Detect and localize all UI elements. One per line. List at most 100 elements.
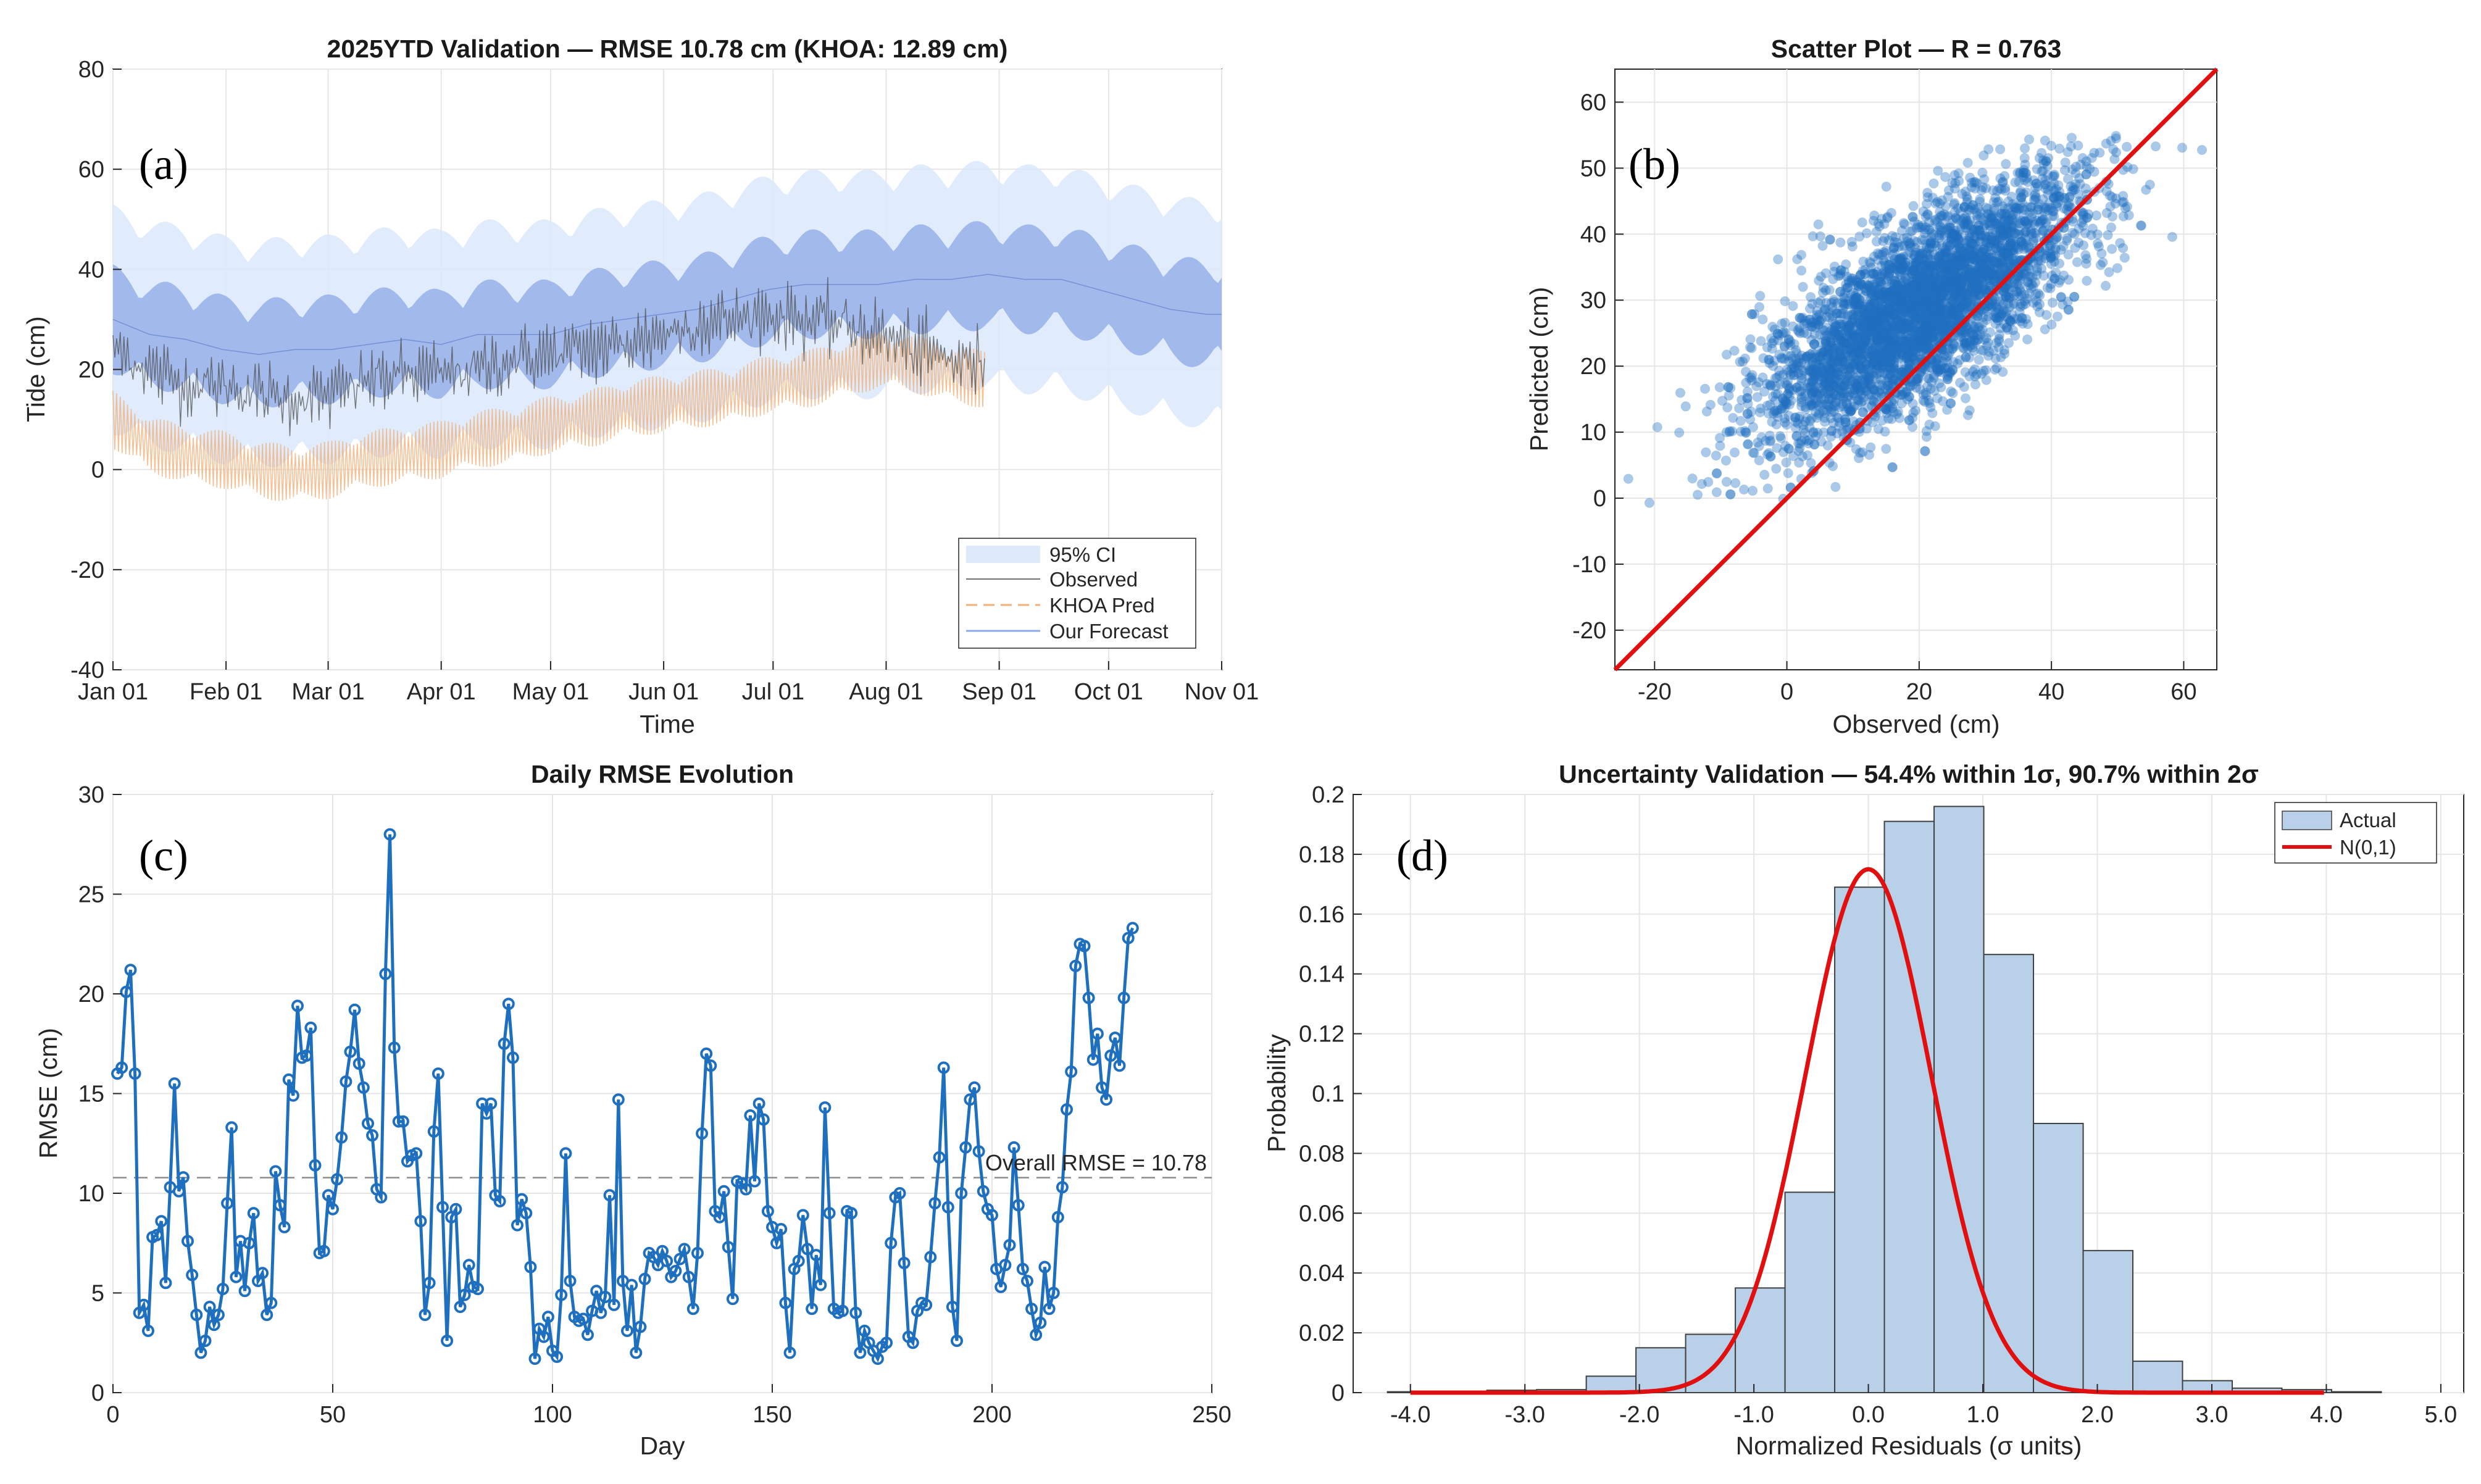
scatter-point bbox=[1825, 364, 1836, 375]
scatter-point bbox=[2062, 147, 2073, 157]
scatter-point bbox=[1987, 211, 1998, 221]
scatter-point bbox=[1825, 235, 1835, 245]
scatter-point bbox=[1805, 349, 1815, 360]
scatter-point bbox=[1880, 329, 1891, 340]
scatter-point bbox=[1728, 413, 1738, 423]
scatter-point bbox=[1925, 383, 1936, 394]
scatter-point bbox=[1939, 278, 1949, 288]
scatter-point bbox=[1967, 250, 1978, 261]
scatter-point bbox=[1920, 397, 1930, 407]
scatter-point bbox=[1858, 407, 1868, 417]
scatter-point bbox=[1916, 249, 1926, 260]
scatter-point bbox=[1977, 252, 1988, 263]
scatter-point bbox=[1897, 264, 1908, 275]
scatter-point bbox=[1928, 315, 1938, 325]
scatter-point bbox=[1937, 240, 1947, 251]
scatter-point bbox=[1828, 461, 1838, 472]
scatter-point bbox=[1996, 252, 2006, 262]
scatter-point bbox=[1887, 414, 1897, 424]
scatter-point bbox=[1896, 340, 1906, 350]
scatter-point bbox=[1870, 325, 1881, 335]
scatter-point bbox=[1869, 353, 1880, 364]
x-tick-label: -20 bbox=[1638, 679, 1672, 705]
scatter-point bbox=[1818, 347, 1828, 357]
x-tick-label: Jun 01 bbox=[628, 679, 699, 705]
scatter-point bbox=[2093, 238, 2103, 249]
scatter-point bbox=[1875, 277, 1885, 287]
scatter-point bbox=[1936, 305, 1946, 315]
scatter-point bbox=[1959, 201, 1970, 212]
scatter-point bbox=[1830, 327, 1840, 337]
scatter-point bbox=[1992, 219, 2003, 229]
scatter-point bbox=[1872, 360, 1882, 370]
x-tick-label: 5.0 bbox=[2424, 1402, 2457, 1428]
scatter-point bbox=[1792, 254, 1803, 264]
scatter-point bbox=[1868, 396, 1878, 406]
scatter-point bbox=[1856, 375, 1867, 386]
scatter-point bbox=[1872, 335, 1882, 345]
scatter-point bbox=[1832, 332, 1843, 343]
scatter-point bbox=[1946, 278, 1956, 288]
scatter-point bbox=[1948, 305, 1959, 315]
scatter-point bbox=[1995, 231, 2006, 242]
scatter-point bbox=[1897, 386, 1908, 397]
legend-swatch-actual bbox=[2282, 811, 2332, 830]
scatter-point bbox=[1828, 406, 1839, 417]
scatter-point bbox=[1992, 270, 2003, 280]
scatter-point bbox=[2031, 178, 2041, 189]
scatter-point bbox=[1825, 386, 1836, 397]
scatter-point bbox=[1932, 393, 1943, 404]
scatter-point bbox=[2020, 233, 2030, 244]
scatter-point bbox=[2022, 177, 2033, 187]
y-tick-label: 10 bbox=[78, 1181, 104, 1207]
forecast-line bbox=[112, 273, 1222, 355]
scatter-point bbox=[1972, 284, 1982, 294]
scatter-point bbox=[1855, 322, 1866, 331]
scatter-point bbox=[1848, 396, 1858, 407]
scatter-point bbox=[1824, 375, 1835, 385]
scatter-point bbox=[1860, 283, 1870, 294]
scatter-point bbox=[1859, 321, 1870, 331]
histogram-bar bbox=[1735, 1287, 1786, 1394]
y-tick-label: 0.16 bbox=[1299, 902, 1345, 928]
scatter-point bbox=[1991, 301, 2001, 312]
scatter-point bbox=[2017, 313, 2027, 323]
scatter-point bbox=[1920, 318, 1931, 328]
scatter-point bbox=[1911, 302, 1922, 312]
scatter-point bbox=[1920, 344, 1931, 355]
scatter-point bbox=[1890, 232, 1901, 243]
scatter-point bbox=[1721, 427, 1732, 438]
scatter-point bbox=[1985, 240, 1996, 251]
scatter-point bbox=[1902, 261, 1912, 272]
scatter-point bbox=[2085, 164, 2095, 174]
scatter-point bbox=[1970, 244, 1981, 255]
x-tick-label: -4.0 bbox=[1390, 1402, 1430, 1428]
scatter-point bbox=[1783, 468, 1793, 478]
scatter-point bbox=[2111, 147, 2121, 157]
scatter-point bbox=[1922, 210, 1933, 220]
scatter-point bbox=[1887, 285, 1897, 296]
scatter-point bbox=[1961, 212, 1970, 222]
scatter-point bbox=[1913, 309, 1924, 319]
scatter-point bbox=[1954, 242, 1964, 252]
scatter-point bbox=[1958, 214, 1969, 224]
scatter-point bbox=[1960, 243, 1970, 254]
y-tick-label: 25 bbox=[78, 882, 104, 908]
scatter-point bbox=[1852, 375, 1862, 385]
scatter-point bbox=[1972, 311, 1983, 322]
scatter-point bbox=[1821, 312, 1832, 322]
scatter-point bbox=[1962, 303, 1973, 314]
scatter-point bbox=[2036, 247, 2046, 257]
scatter-point bbox=[1878, 311, 1888, 322]
scatter-point bbox=[2002, 224, 2012, 235]
scatter-point bbox=[1957, 287, 1967, 298]
scatter-point bbox=[1962, 295, 1972, 306]
scatter-point bbox=[1961, 248, 1972, 259]
scatter-point bbox=[1737, 394, 1747, 405]
scatter-point bbox=[2086, 230, 2096, 240]
scatter-point bbox=[1889, 359, 1899, 370]
scatter-point bbox=[1987, 267, 1998, 278]
scatter-point bbox=[1960, 327, 1970, 338]
scatter-point bbox=[1914, 312, 1925, 323]
scatter-point bbox=[2015, 284, 2025, 294]
